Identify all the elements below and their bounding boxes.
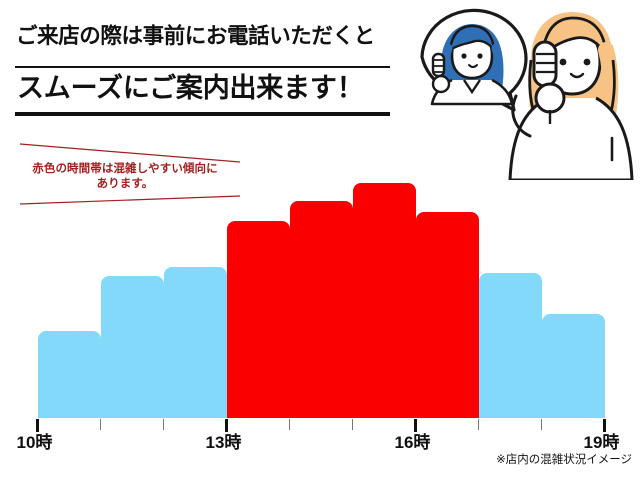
axis-tick-9	[603, 419, 606, 432]
axis-tick-2	[163, 419, 164, 430]
axis-tick-1	[100, 419, 101, 430]
bar-16時	[415, 212, 479, 418]
illustration	[400, 0, 640, 182]
headline-line-1: ご来店の際は事前にお電話いただくと	[16, 24, 375, 48]
bar-11時	[100, 275, 164, 418]
annotation-pointer-lines	[19, 143, 241, 205]
bar-12時	[163, 267, 227, 418]
axis-label-19時: 19時	[583, 433, 620, 452]
annotation-text-line-1: 赤色の時間帯は混雑しやすい傾向に	[32, 163, 218, 175]
bar-18時	[541, 313, 605, 418]
axis-tick-4	[289, 419, 290, 430]
chart-footnote: ※店内の混雑状況イメージ	[496, 454, 632, 466]
annotation-callout: 赤色の時間帯は混雑しやすい傾向に あります。	[8, 138, 243, 210]
annotation-text-line-2: あります。	[96, 178, 154, 190]
axis-tick-0	[36, 419, 39, 432]
axis-label-10時: 10時	[16, 433, 53, 452]
headline-divider-thick	[15, 112, 390, 116]
bar-14時	[289, 200, 353, 418]
bar-13時	[226, 220, 290, 418]
headline-divider-thin	[15, 66, 390, 68]
axis-tick-7	[478, 419, 479, 430]
customer-phone-hand	[511, 40, 566, 138]
staff-woman-in-speech-bubble	[420, 8, 528, 112]
bar-10時	[37, 331, 101, 418]
bar-15時	[352, 183, 416, 418]
bar-17時	[478, 273, 542, 418]
annotation-text: 赤色の時間帯は混雑しやすい傾向に あります。	[14, 162, 236, 192]
axis-tick-8	[541, 419, 542, 430]
headline-line-2: スムーズにご案内出来ます！	[17, 73, 364, 103]
staff-phone-hand	[431, 52, 451, 94]
axis-tick-6	[414, 419, 417, 432]
axis-tick-5	[352, 419, 353, 430]
customer-woman-on-phone	[508, 12, 634, 182]
axis-label-16時: 16時	[394, 433, 431, 452]
axis-tick-3	[225, 419, 228, 432]
axis-label-13時: 13時	[205, 433, 242, 452]
